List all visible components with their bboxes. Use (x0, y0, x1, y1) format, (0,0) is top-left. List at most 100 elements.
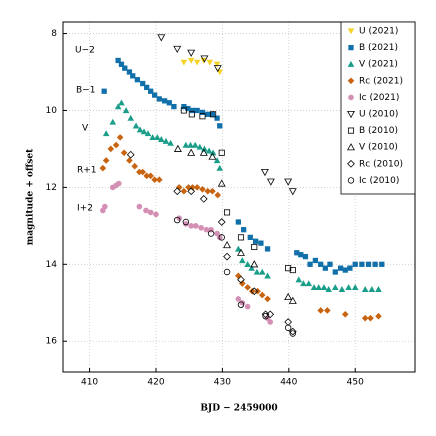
legend-marker (347, 60, 355, 67)
point (115, 180, 122, 187)
point (237, 275, 245, 284)
y-tick-label: 8 (51, 29, 57, 39)
point (347, 265, 353, 271)
point (307, 261, 313, 267)
point (101, 88, 107, 94)
point (156, 96, 162, 102)
point (216, 234, 223, 241)
point (284, 178, 293, 186)
point (199, 186, 206, 193)
point (118, 61, 125, 67)
point (217, 179, 226, 187)
point (156, 176, 163, 183)
point (112, 141, 120, 149)
point (289, 267, 296, 274)
point (207, 230, 215, 237)
point (126, 157, 133, 164)
point (345, 284, 352, 291)
point (187, 49, 196, 57)
point (136, 203, 143, 210)
point (224, 209, 231, 216)
point (201, 145, 208, 152)
point (200, 55, 209, 63)
point (359, 261, 365, 267)
point (183, 221, 189, 227)
point (171, 103, 177, 110)
point (191, 141, 199, 148)
point (375, 286, 382, 292)
point (99, 164, 107, 172)
x-tick-label: 410 (81, 378, 98, 388)
point (342, 267, 348, 273)
point (337, 265, 344, 271)
point (298, 252, 304, 258)
point (288, 296, 297, 304)
point (153, 211, 159, 218)
point (262, 313, 269, 320)
series (180, 57, 224, 76)
point (264, 246, 271, 252)
point (244, 303, 251, 310)
point (122, 107, 130, 114)
point (237, 301, 245, 308)
point (132, 122, 140, 129)
point (235, 245, 242, 252)
point (209, 187, 216, 195)
point (173, 45, 182, 54)
point (237, 248, 245, 256)
point (223, 252, 231, 261)
point (199, 113, 206, 120)
point (218, 149, 225, 156)
point (196, 143, 204, 150)
point (148, 88, 154, 94)
point (199, 148, 208, 156)
legend-marker (348, 44, 354, 51)
series (173, 144, 297, 304)
point (188, 111, 195, 118)
point (300, 280, 307, 287)
legend-marker (347, 127, 355, 134)
point (161, 98, 168, 104)
point (181, 103, 187, 110)
point (312, 257, 319, 264)
annotation: V (82, 124, 89, 134)
point (214, 115, 220, 121)
point (154, 134, 161, 141)
point (180, 107, 187, 114)
point (258, 268, 266, 275)
point (223, 240, 232, 249)
point (203, 226, 210, 233)
point (166, 100, 172, 106)
point (205, 147, 213, 154)
point (157, 136, 165, 142)
point (175, 184, 183, 191)
point (266, 178, 275, 186)
point (241, 227, 247, 233)
point (193, 223, 199, 229)
y-axis-label: magnitude + offset (26, 148, 36, 245)
point (115, 57, 121, 64)
point (107, 145, 115, 153)
point (252, 238, 259, 244)
point (180, 187, 188, 195)
point (361, 314, 369, 322)
legend-label: V (2010) (359, 143, 398, 153)
point (318, 261, 324, 267)
point (102, 157, 110, 164)
point (157, 34, 166, 42)
point (194, 107, 200, 114)
annotation: I+2 (77, 204, 93, 214)
point (351, 284, 359, 291)
point (102, 203, 108, 210)
series (126, 150, 297, 336)
point (204, 187, 212, 195)
x-tick-label: 430 (214, 378, 231, 388)
point (213, 65, 222, 73)
point (131, 162, 139, 170)
point (174, 216, 181, 224)
point (182, 141, 190, 148)
point (214, 191, 222, 199)
point (126, 150, 135, 159)
point (322, 265, 328, 271)
